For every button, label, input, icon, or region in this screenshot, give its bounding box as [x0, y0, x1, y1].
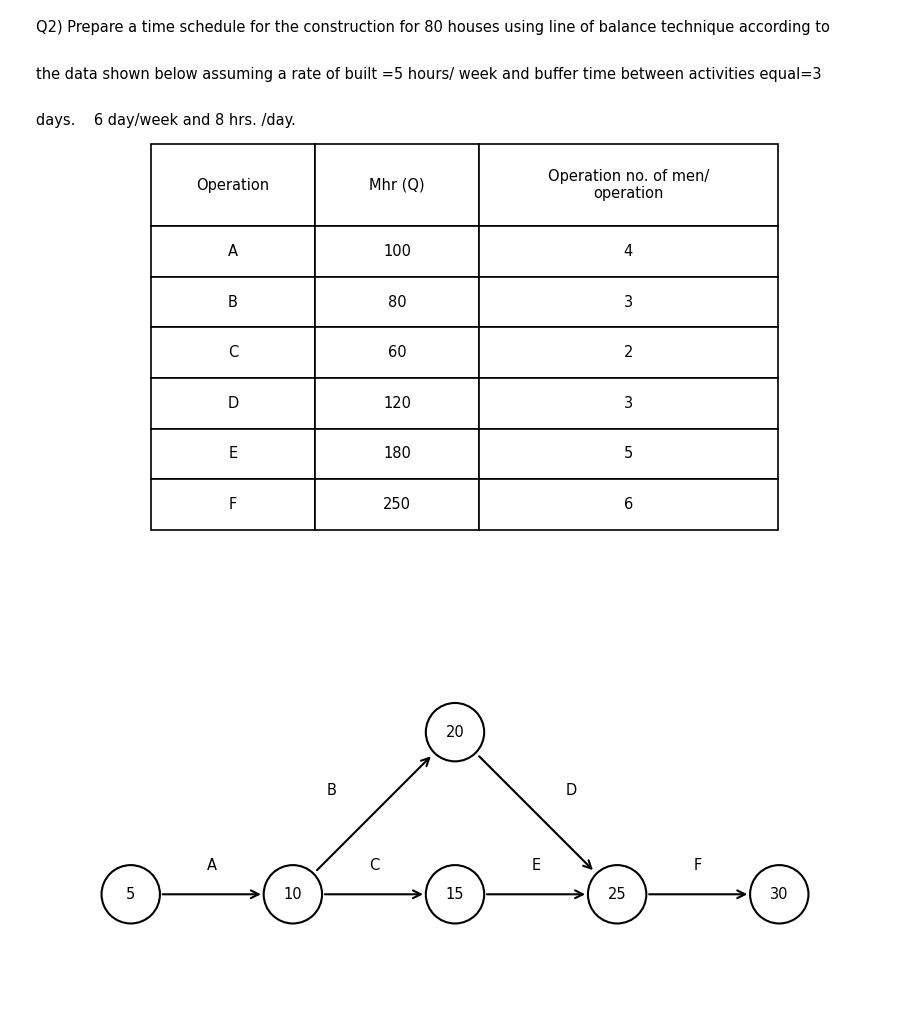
- Circle shape: [264, 865, 322, 924]
- Circle shape: [750, 865, 808, 924]
- Circle shape: [426, 865, 484, 924]
- Circle shape: [426, 702, 484, 762]
- Text: days.    6 day/week and 8 hrs. /day.: days. 6 day/week and 8 hrs. /day.: [36, 113, 297, 128]
- Text: 25: 25: [608, 887, 626, 902]
- Text: Q2) Prepare a time schedule for the construction for 80 houses using line of bal: Q2) Prepare a time schedule for the cons…: [36, 20, 830, 36]
- Circle shape: [102, 865, 160, 924]
- Text: 20: 20: [446, 725, 464, 739]
- Text: the data shown below assuming a rate of built =5 hours/ week and buffer time bet: the data shown below assuming a rate of …: [36, 67, 822, 82]
- Text: C: C: [369, 858, 379, 872]
- Text: D: D: [566, 783, 577, 798]
- Text: 10: 10: [284, 887, 302, 902]
- Text: E: E: [531, 858, 541, 872]
- Text: B: B: [327, 783, 337, 798]
- Text: 15: 15: [446, 887, 464, 902]
- Text: 30: 30: [770, 887, 789, 902]
- Text: A: A: [207, 858, 217, 872]
- Circle shape: [588, 865, 646, 924]
- Text: F: F: [694, 858, 703, 872]
- Text: 5: 5: [126, 887, 136, 902]
